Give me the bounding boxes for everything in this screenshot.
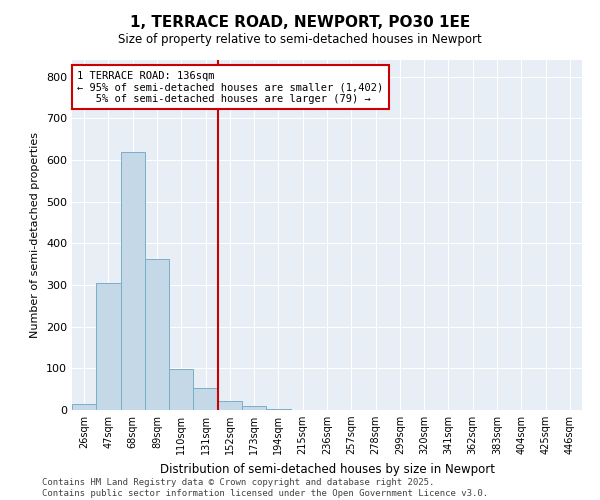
X-axis label: Distribution of semi-detached houses by size in Newport: Distribution of semi-detached houses by … — [160, 462, 494, 475]
Text: Size of property relative to semi-detached houses in Newport: Size of property relative to semi-detach… — [118, 32, 482, 46]
Bar — [72, 404, 96, 410]
Bar — [96, 283, 121, 410]
Bar — [145, 259, 169, 410]
Bar — [218, 401, 242, 410]
Bar — [266, 409, 290, 410]
Bar — [169, 369, 193, 410]
Text: 1, TERRACE ROAD, NEWPORT, PO30 1EE: 1, TERRACE ROAD, NEWPORT, PO30 1EE — [130, 15, 470, 30]
Bar — [193, 388, 218, 410]
Y-axis label: Number of semi-detached properties: Number of semi-detached properties — [31, 132, 40, 338]
Bar — [121, 152, 145, 410]
Text: 1 TERRACE ROAD: 136sqm
← 95% of semi-detached houses are smaller (1,402)
   5% o: 1 TERRACE ROAD: 136sqm ← 95% of semi-det… — [77, 70, 383, 104]
Bar — [242, 406, 266, 410]
Text: Contains HM Land Registry data © Crown copyright and database right 2025.
Contai: Contains HM Land Registry data © Crown c… — [42, 478, 488, 498]
